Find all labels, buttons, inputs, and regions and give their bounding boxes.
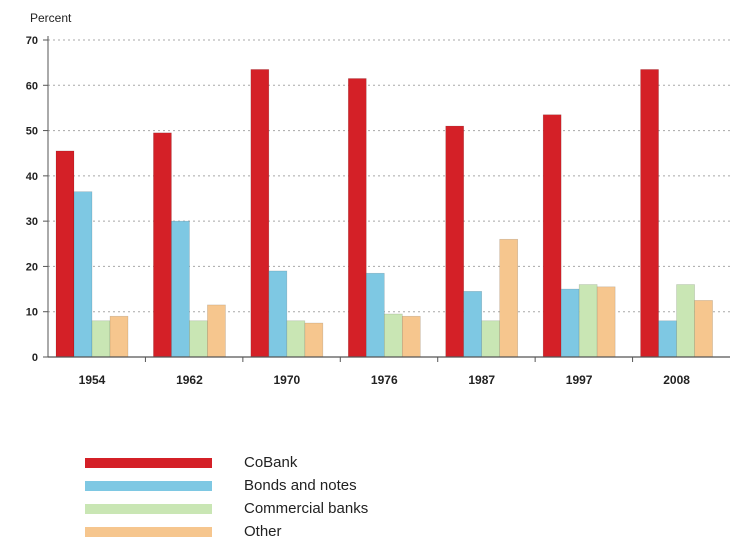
bar-cobank-2008 — [640, 69, 659, 358]
x-tick-label: 1976 — [371, 373, 398, 387]
legend-label: CoBank — [244, 454, 298, 471]
y-tick-label: 70 — [26, 35, 38, 47]
legend-swatch — [85, 458, 212, 468]
legend-swatch — [85, 504, 212, 514]
bar-commercial-banks-2008 — [676, 284, 695, 358]
bar-cobank-1970 — [250, 69, 270, 358]
axes: 0 10 20 30 40 50 60 70 1954 1962 1970 1976 1987 1997 2… — [26, 35, 730, 387]
y-axis-label: Percent — [30, 11, 72, 25]
bar-bonds-and-notes-1970 — [268, 270, 288, 358]
legend-label: Bonds and notes — [244, 477, 357, 494]
y-tick-label: 60 — [26, 80, 38, 92]
bar-commercial-banks-1976 — [383, 313, 403, 358]
bar-bonds-and-notes-1954 — [73, 191, 93, 358]
bar-commercial-banks-1970 — [286, 320, 306, 358]
y-tick-label: 30 — [26, 216, 38, 228]
legend-swatch — [85, 527, 212, 537]
bar-commercial-banks-1987 — [481, 320, 501, 358]
bar-commercial-banks-1997 — [578, 284, 598, 358]
legend-label: Commercial banks — [244, 500, 368, 517]
bar-other-2008 — [694, 300, 713, 358]
bar-cobank-1997 — [542, 114, 562, 358]
bar-bonds-and-notes-1987 — [463, 291, 483, 358]
bar-other-1987 — [499, 238, 519, 358]
y-tick-label: 0 — [32, 352, 38, 364]
x-tick-label: 2008 — [663, 373, 690, 387]
y-tick-label: 40 — [26, 171, 38, 183]
bar-other-1962 — [207, 304, 226, 358]
bar-other-1997 — [596, 286, 616, 358]
bars — [55, 69, 713, 358]
bar-other-1976 — [401, 315, 421, 358]
legend-swatch — [85, 481, 212, 491]
bar-cobank-1954 — [55, 150, 75, 358]
bar-bonds-and-notes-1962 — [171, 220, 190, 358]
bar-commercial-banks-1954 — [91, 320, 111, 358]
bar-cobank-1987 — [445, 125, 465, 358]
x-tick-label: 1954 — [79, 373, 106, 387]
y-tick-label: 50 — [26, 126, 38, 138]
y-tick-label: 10 — [26, 307, 38, 319]
bar-commercial-banks-1962 — [189, 320, 208, 358]
bar-bonds-and-notes-1976 — [365, 272, 385, 358]
bar-other-1954 — [109, 315, 129, 358]
y-tick-label: 20 — [26, 261, 38, 273]
gridlines — [48, 39, 730, 313]
bar-cobank-1962 — [153, 132, 172, 358]
bar-bonds-and-notes-2008 — [658, 320, 677, 358]
bar-other-1970 — [304, 322, 324, 358]
legend: CoBank Bonds and notes Commercial banks Oth… — [85, 454, 368, 540]
legend-label: Other — [244, 523, 282, 540]
x-tick-label: 1987 — [468, 373, 495, 387]
bar-bonds-and-notes-1997 — [560, 288, 580, 358]
x-tick-label: 1970 — [274, 373, 301, 387]
x-tick-label: 1997 — [566, 373, 593, 387]
bar-cobank-1976 — [347, 78, 367, 358]
x-tick-label: 1962 — [176, 373, 203, 387]
